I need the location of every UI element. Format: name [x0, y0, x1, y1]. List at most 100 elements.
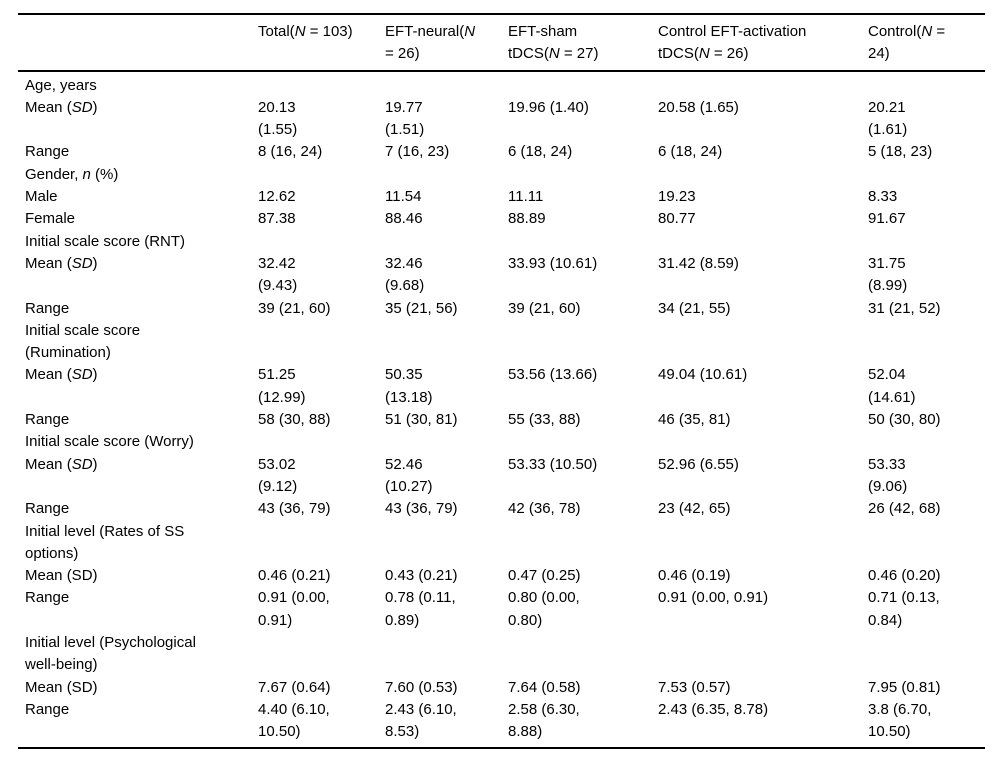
- table-row-gender-female: Female 87.38 88.46 88.89 80.77 91.67: [18, 208, 985, 230]
- cell-eft-sham: 6 (18, 24): [508, 143, 573, 161]
- cell-eft-sham: 53.56 (13.66): [508, 366, 598, 384]
- cell-control-eft-activation: 19.23: [658, 188, 696, 206]
- cell-eft-neural: [385, 164, 508, 186]
- table-row-worry-range: Range 43 (36, 79) 43 (36, 79) 42 (36, 78…: [18, 498, 985, 520]
- cell-eft-neural: [385, 71, 508, 97]
- cell-eft-neural: 32.46 (9.68): [385, 254, 425, 295]
- cell-total: 4.40 (6.10, 10.50): [258, 700, 330, 741]
- cell-eft-sham: 11.11: [508, 188, 544, 206]
- table-row-gender-section: Gender, n (%): [18, 164, 985, 186]
- cell-control: [868, 431, 985, 453]
- cell-total: 53.02 (9.12): [258, 455, 298, 495]
- cell-control: 5 (18, 23): [868, 143, 933, 161]
- cell-eft-sham: 39 (21, 60): [508, 299, 581, 317]
- cell-control-eft-activation: 52.96 (6.55): [658, 455, 739, 473]
- cell-eft-sham: 53.33 (10.50): [508, 455, 598, 473]
- row-label: Range: [25, 700, 70, 718]
- cell-control: 53.33 (9.06): [868, 455, 908, 495]
- cell-eft-neural: 0.43 (0.21): [385, 567, 458, 585]
- cell-total: 12.62: [258, 188, 296, 206]
- cell-eft-sham: [508, 164, 658, 186]
- cell-eft-neural: 7.60 (0.53): [385, 678, 458, 696]
- cell-control-eft-activation: 46 (35, 81): [658, 411, 731, 429]
- cell-control: [868, 231, 985, 253]
- table-header: Total(N = 103) EFT-neural(N = 26) EFT-sh…: [18, 14, 985, 72]
- table-row-wellbeing-range: Range 4.40 (6.10, 10.50) 2.43 (6.10, 8.5…: [18, 699, 985, 748]
- cell-eft-neural: 11.54: [385, 188, 422, 206]
- cell-control-eft-activation: 2.43 (6.35, 8.78): [658, 700, 769, 718]
- cell-total: [258, 632, 385, 677]
- cell-control-eft-activation: [658, 632, 868, 677]
- cell-eft-neural: 50.35 (13.18): [385, 366, 433, 406]
- cell-eft-neural: 19.77 (1.51): [385, 98, 425, 139]
- table-row-ss-options-range: Range 0.91 (0.00, 0.91) 0.78 (0.11, 0.89…: [18, 587, 985, 632]
- table-row-wellbeing-mean: Mean (SD) 7.67 (0.64) 7.60 (0.53) 7.64 (…: [18, 677, 985, 699]
- cell-eft-neural: 88.46: [385, 210, 423, 228]
- table-row-rnt-section: Initial scale score (RNT): [18, 231, 985, 253]
- cell-eft-neural: 35 (21, 56): [385, 299, 458, 317]
- row-label: Range: [25, 143, 70, 161]
- cell-control: [868, 71, 985, 97]
- column-header-eft-neural: EFT-neural(N = 26): [385, 14, 508, 72]
- cell-total: 58 (30, 88): [258, 411, 331, 429]
- table-row-rnt-mean: Mean (SD) 32.42 (9.43) 32.46 (9.68) 33.9…: [18, 253, 985, 298]
- table-row-age-mean: Mean (SD) 20.13 (1.55) 19.77 (1.51) 19.9…: [18, 97, 985, 142]
- cell-control: [868, 320, 985, 365]
- table-row-rumination-section: Initial scale score (Rumination): [18, 320, 985, 365]
- cell-eft-neural: 2.43 (6.10, 8.53): [385, 700, 457, 741]
- table-header-row: Total(N = 103) EFT-neural(N = 26) EFT-sh…: [18, 14, 985, 72]
- row-label: Initial level (Psychological well-being): [25, 634, 196, 674]
- cell-control: 0.71 (0.13, 0.84): [868, 589, 940, 629]
- cell-eft-neural: [385, 632, 508, 677]
- cell-control: 20.21 (1.61): [868, 98, 908, 139]
- cell-control-eft-activation: 49.04 (10.61): [658, 366, 748, 384]
- cell-total: [258, 431, 385, 453]
- cell-eft-neural: [385, 320, 508, 365]
- cell-control-eft-activation: 80.77: [658, 210, 696, 228]
- cell-eft-neural: [385, 431, 508, 453]
- cell-eft-sham: [508, 320, 658, 365]
- row-label: Initial scale score (Rumination): [25, 321, 141, 362]
- cell-control: 26 (42, 68): [868, 500, 941, 518]
- cell-eft-sham: [508, 71, 658, 97]
- cell-control-eft-activation: [658, 231, 868, 253]
- cell-control-eft-activation: [658, 320, 868, 365]
- cell-control-eft-activation: [658, 71, 868, 97]
- row-label: Male: [25, 188, 58, 206]
- cell-control-eft-activation: 20.58 (1.65): [658, 98, 739, 116]
- cell-control: [868, 632, 985, 677]
- table-row-ss-options-section: Initial level (Rates of SS options): [18, 521, 985, 566]
- table-row-gender-male: Male 12.62 11.54 11.11 19.23 8.33: [18, 186, 985, 208]
- cell-control: 8.33: [868, 188, 898, 206]
- column-header-control: Control(N = 24): [868, 14, 985, 72]
- cell-control: 31.75 (8.99): [868, 254, 908, 295]
- cell-total: [258, 231, 385, 253]
- row-label: Initial scale score (Worry): [25, 433, 194, 451]
- table-row-rumination-mean: Mean (SD) 51.25 (12.99) 50.35 (13.18) 53…: [18, 364, 985, 409]
- row-label: Mean (SD): [25, 254, 98, 272]
- cell-control-eft-activation: 23 (42, 65): [658, 500, 731, 518]
- row-label: Mean (SD): [25, 366, 98, 384]
- cell-eft-sham: 55 (33, 88): [508, 411, 581, 429]
- cell-total: 51.25 (12.99): [258, 366, 306, 406]
- row-label: Mean (SD): [25, 678, 98, 696]
- table-row-wellbeing-section: Initial level (Psychological well-being): [18, 632, 985, 677]
- cell-control-eft-activation: 0.91 (0.00, 0.91): [658, 589, 769, 607]
- row-label: Gender, n (%): [25, 165, 119, 183]
- row-label: Mean (SD): [25, 455, 98, 473]
- cell-total: [258, 320, 385, 365]
- table-row-rumination-range: Range 58 (30, 88) 51 (30, 81) 55 (33, 88…: [18, 409, 985, 431]
- cell-total: [258, 521, 385, 566]
- cell-control: [868, 164, 985, 186]
- cell-eft-sham: 88.89: [508, 210, 546, 228]
- table-body: Age, years Mean (SD) 20.13 (1.55) 19.77 …: [18, 71, 985, 748]
- table-row-worry-mean: Mean (SD) 53.02 (9.12) 52.46 (10.27) 53.…: [18, 454, 985, 499]
- row-label: Age, years: [25, 76, 97, 94]
- cell-eft-neural: 51 (30, 81): [385, 411, 458, 429]
- cell-total: 7.67 (0.64): [258, 678, 331, 696]
- cell-control: 52.04 (14.61): [868, 366, 916, 406]
- row-label: Range: [25, 589, 70, 607]
- row-label: Initial scale score (RNT): [25, 232, 186, 250]
- cell-total: 32.42 (9.43): [258, 254, 298, 295]
- cell-eft-sham: 2.58 (6.30, 8.88): [508, 700, 580, 741]
